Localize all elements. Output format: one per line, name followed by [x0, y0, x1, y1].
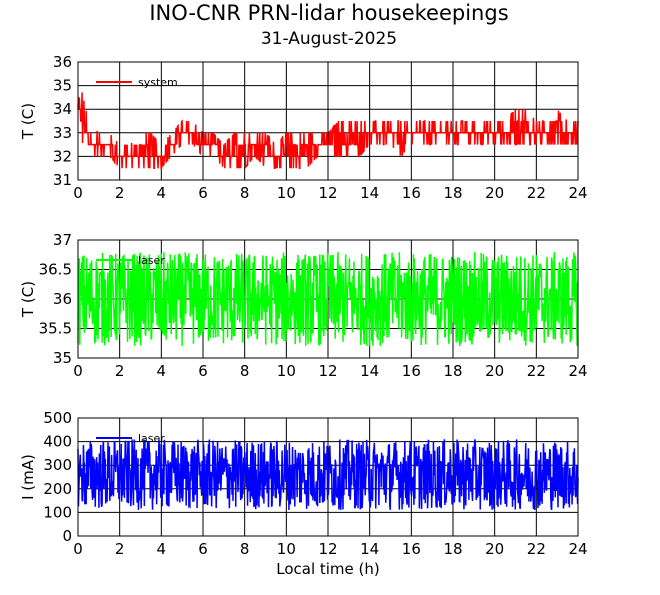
x-tick-label: 14 [360, 362, 379, 380]
x-tick-label: 20 [485, 184, 504, 202]
legend-label: system [138, 76, 178, 89]
series-line-laser [77, 439, 579, 510]
x-tick-label: 12 [318, 362, 337, 380]
y-tick-label: 0 [62, 527, 72, 545]
x-tick-label: 6 [198, 362, 208, 380]
x-tick-label: 8 [240, 540, 250, 558]
x-tick-label: 14 [360, 184, 379, 202]
x-tick-label: 24 [568, 184, 587, 202]
x-tick-label: 10 [277, 540, 296, 558]
y-axis-label: T (C) [19, 281, 37, 318]
x-tick-label: 12 [318, 540, 337, 558]
x-tick-label: 20 [485, 540, 504, 558]
x-tick-label: 22 [527, 184, 546, 202]
legend-label: laser [138, 432, 165, 445]
plot-frame [77, 417, 579, 537]
x-tick-label: 20 [485, 362, 504, 380]
x-tick-label: 10 [277, 362, 296, 380]
x-tick-label: 16 [402, 362, 421, 380]
plot-frame [77, 239, 579, 359]
x-tick-label: 2 [115, 184, 125, 202]
y-tick-label: 36 [53, 53, 72, 71]
x-tick-label: 0 [73, 540, 83, 558]
plot-frame [77, 61, 579, 181]
y-tick-label: 35 [53, 77, 72, 95]
x-tick-label: 2 [115, 540, 125, 558]
x-tick-label: 4 [157, 540, 167, 558]
x-tick-label: 4 [157, 362, 167, 380]
x-tick-label: 0 [73, 362, 83, 380]
y-axis-label: T (C) [19, 103, 37, 140]
y-tick-label: 400 [43, 433, 72, 451]
x-tick-label: 24 [568, 540, 587, 558]
x-tick-label: 8 [240, 184, 250, 202]
y-tick-label: 33 [53, 124, 72, 142]
x-tick-label: 14 [360, 540, 379, 558]
x-tick-label: 6 [198, 540, 208, 558]
y-tick-label: 36 [53, 290, 72, 308]
x-tick-label: 16 [402, 540, 421, 558]
series-line-system [77, 92, 579, 170]
figure-title: INO-CNR PRN-lidar housekeepings [149, 1, 508, 25]
y-tick-label: 300 [43, 456, 72, 474]
x-tick-label: 16 [402, 184, 421, 202]
x-tick-label: 12 [318, 184, 337, 202]
x-tick-label: 18 [443, 362, 462, 380]
x-tick-label: 18 [443, 184, 462, 202]
x-axis-label: Local time (h) [276, 560, 380, 578]
y-tick-label: 32 [53, 147, 72, 165]
x-tick-label: 2 [115, 362, 125, 380]
y-tick-label: 100 [43, 503, 72, 521]
x-tick-label: 22 [527, 362, 546, 380]
x-tick-label: 18 [443, 540, 462, 558]
x-tick-label: 4 [157, 184, 167, 202]
legend-label: laser [138, 254, 165, 267]
figure-subtitle: 31-August-2025 [261, 29, 397, 49]
y-tick-label: 37 [53, 231, 72, 249]
y-tick-label: 35 [53, 349, 72, 367]
y-axis-label: I (mA) [19, 454, 37, 500]
y-tick-label: 36.5 [39, 261, 72, 279]
x-tick-label: 22 [527, 540, 546, 558]
y-tick-label: 35.5 [39, 320, 72, 338]
x-tick-label: 8 [240, 362, 250, 380]
x-tick-label: 10 [277, 184, 296, 202]
y-tick-label: 200 [43, 480, 72, 498]
y-tick-label: 31 [53, 171, 72, 189]
x-tick-label: 0 [73, 184, 83, 202]
x-tick-label: 24 [568, 362, 587, 380]
y-tick-label: 500 [43, 409, 72, 427]
series-line-laser [77, 251, 579, 347]
x-tick-label: 6 [198, 184, 208, 202]
y-tick-label: 34 [53, 100, 72, 118]
